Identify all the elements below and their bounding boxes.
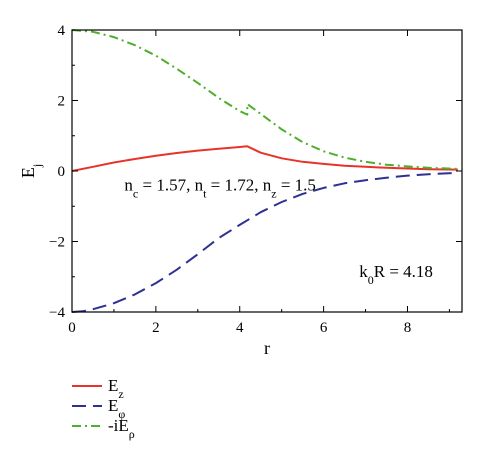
x-tick-label: 8 — [404, 320, 412, 336]
legend-label-subscript: ρ — [129, 427, 135, 441]
axes: 0 2 4 6 8 4 2 0 −2 −4 r Ej — [18, 23, 463, 358]
annotation-part: c — [133, 186, 138, 200]
annotation-part: 0 — [368, 273, 374, 287]
legend-label: Eφ — [108, 396, 125, 421]
y-tick-label: 0 — [58, 164, 66, 180]
annotation-part: k — [359, 262, 368, 281]
annotation-part: n — [124, 175, 133, 194]
annotation-part: z — [271, 186, 276, 200]
x-tick-label: 2 — [152, 320, 160, 336]
legend-label-main: E — [108, 396, 118, 415]
plot-area — [71, 29, 458, 313]
legend-item-2: -iEρ — [72, 416, 135, 441]
annotations: nc = 1.57, nt = 1.72, nz = 1.5 k0R = 4.18 — [124, 175, 433, 286]
annotation-part: = 1.57, n — [138, 175, 203, 194]
y-axis-label-subscript: j — [30, 164, 44, 168]
y-tick-label: −4 — [49, 305, 65, 321]
legend-label-main: -iE — [108, 416, 129, 435]
series-line-2 — [71, 29, 458, 170]
x-tick-label: 0 — [68, 320, 76, 336]
annotation-indices: nc = 1.57, nt = 1.72, nz = 1.5 — [124, 175, 316, 200]
legend-label-subscript: z — [118, 387, 123, 401]
y-tick-label: 2 — [58, 94, 66, 110]
x-tick-label: 6 — [320, 320, 328, 336]
annotation-part: t — [203, 186, 207, 200]
x-tick-label: 4 — [236, 320, 244, 336]
annotation-part: R = 4.18 — [374, 262, 433, 281]
annotation-part: = 1.72, n — [206, 175, 271, 194]
annotation-part: = 1.5 — [277, 175, 316, 194]
x-axis-label: r — [264, 338, 270, 358]
legend-label-subscript: φ — [118, 407, 125, 421]
y-axis-label-main: E — [18, 167, 38, 178]
annotation-k0r: k0R = 4.18 — [359, 262, 433, 287]
legend-item-1: Eφ — [72, 396, 125, 421]
legend-label: Ez — [108, 376, 124, 401]
y-tick-label: −2 — [49, 235, 65, 251]
legend-label-main: E — [108, 376, 118, 395]
legend-item-0: Ez — [72, 376, 124, 401]
series-line-1 — [71, 171, 458, 313]
y-axis-label: Ej — [18, 164, 44, 178]
legend-label: -iEρ — [108, 416, 135, 441]
y-tick-label: 4 — [58, 23, 66, 39]
series-line-0 — [71, 145, 458, 172]
